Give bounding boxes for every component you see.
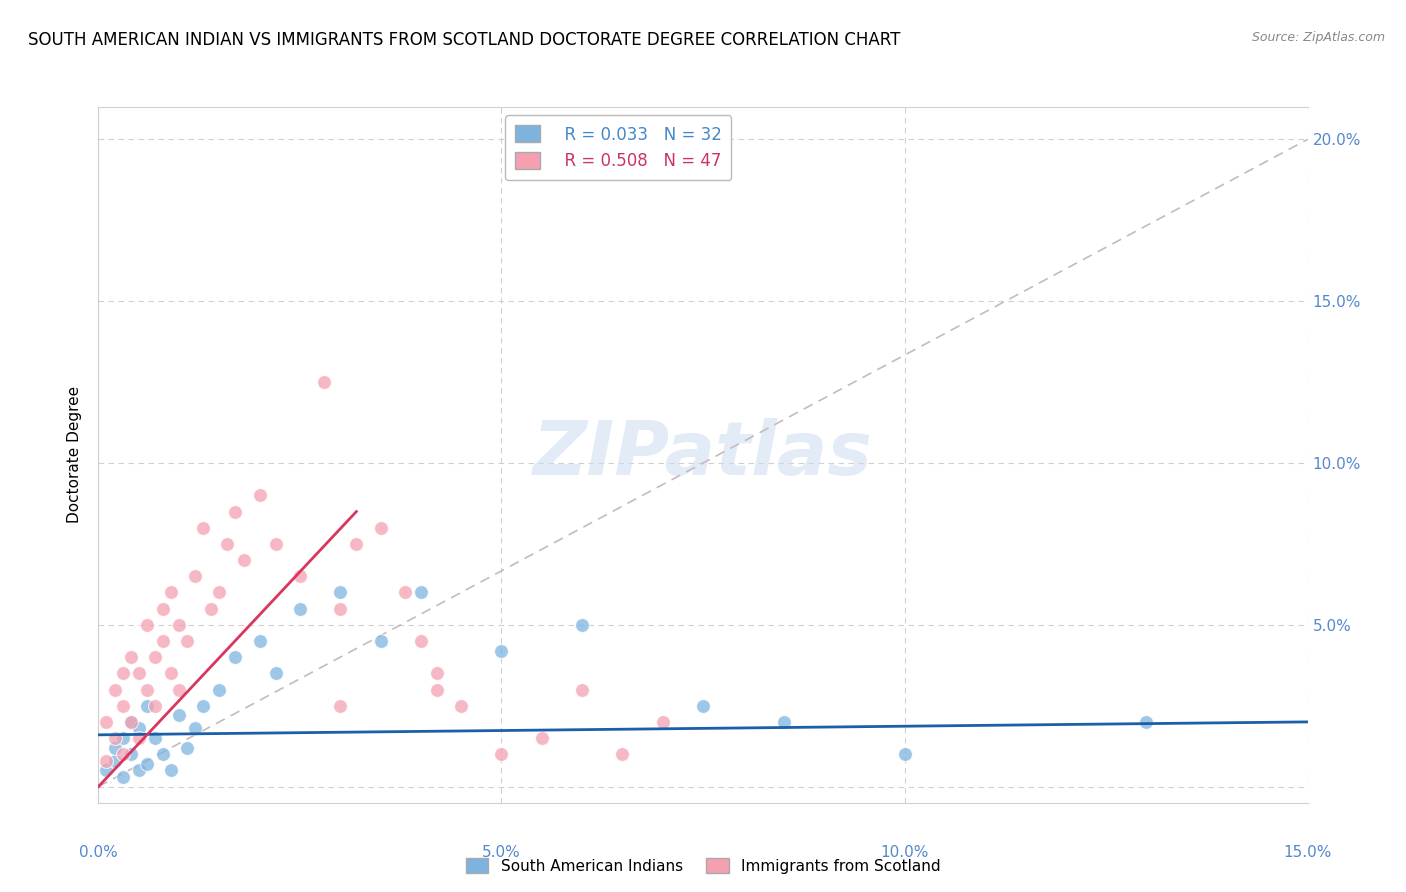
Point (135, 617, 157, 632)
Text: 0.0%: 0.0% (79, 845, 118, 860)
Text: ZIPatlas: ZIPatlas (533, 418, 873, 491)
Point (314, 375, 336, 389)
Point (176, 740, 198, 755)
Point (167, 682, 190, 697)
Point (128, 666, 150, 681)
Point (184, 569, 207, 583)
Point (426, 682, 449, 697)
Point (96, 714, 118, 729)
Point (329, 601, 352, 615)
Point (426, 666, 449, 681)
Point (692, 698, 714, 713)
Point (200, 601, 222, 615)
Point (651, 714, 673, 729)
Point (160, 666, 183, 681)
Point (184, 722, 207, 736)
Point (152, 747, 174, 762)
Point (224, 504, 246, 518)
Point (96, 764, 118, 778)
Point (491, 643, 513, 657)
Point (208, 585, 231, 599)
Point (530, 731, 553, 745)
Point (160, 585, 183, 599)
Point (450, 698, 472, 713)
Point (612, 747, 634, 762)
Point (193, 521, 215, 535)
Point (103, 731, 125, 745)
Text: SOUTH AMERICAN INDIAN VS IMMIGRANTS FROM SCOTLAND DOCTORATE DEGREE CORRELATION C: SOUTH AMERICAN INDIAN VS IMMIGRANTS FROM… (28, 31, 900, 49)
Point (329, 698, 352, 713)
Point (249, 634, 271, 648)
Point (111, 731, 134, 745)
Text: 5.0%: 5.0% (482, 845, 520, 860)
Point (288, 569, 311, 583)
Legend:   R = 0.033   N = 32,   R = 0.508   N = 47: R = 0.033 N = 32, R = 0.508 N = 47 (505, 115, 731, 180)
Point (103, 754, 125, 768)
Y-axis label: Doctorate Degree: Doctorate Degree (67, 386, 83, 524)
Point (571, 682, 593, 697)
Point (370, 634, 392, 648)
Point (128, 731, 150, 745)
Point (893, 747, 915, 762)
Point (167, 708, 190, 723)
Point (120, 747, 142, 762)
Point (120, 714, 142, 729)
Legend: South American Indians, Immigrants from Scotland: South American Indians, Immigrants from … (460, 852, 946, 880)
Point (135, 698, 157, 713)
Point (217, 537, 239, 551)
Point (96, 754, 118, 768)
Point (344, 537, 367, 551)
Point (288, 601, 311, 615)
Point (111, 698, 134, 713)
Point (264, 537, 287, 551)
Point (409, 585, 432, 599)
Point (143, 650, 166, 665)
Point (264, 666, 287, 681)
Point (772, 714, 794, 729)
Point (249, 488, 271, 502)
Point (135, 682, 157, 697)
Point (160, 764, 183, 778)
Point (111, 747, 134, 762)
Point (394, 585, 416, 599)
Text: 10.0%: 10.0% (880, 845, 929, 860)
Point (135, 756, 157, 771)
Point (152, 601, 174, 615)
Point (120, 650, 142, 665)
Point (208, 682, 231, 697)
Point (111, 770, 134, 784)
Point (370, 521, 392, 535)
Point (571, 617, 593, 632)
Point (232, 553, 254, 567)
Point (176, 634, 198, 648)
Point (128, 764, 150, 778)
Text: 15.0%: 15.0% (1284, 845, 1331, 860)
Point (329, 585, 352, 599)
Text: Source: ZipAtlas.com: Source: ZipAtlas.com (1251, 31, 1385, 45)
Point (491, 747, 513, 762)
Point (103, 682, 125, 697)
Point (103, 740, 125, 755)
Point (143, 698, 166, 713)
Point (1135, 714, 1157, 729)
Point (143, 731, 166, 745)
Point (409, 634, 432, 648)
Point (128, 722, 150, 736)
Point (167, 617, 190, 632)
Point (224, 650, 246, 665)
Point (152, 634, 174, 648)
Point (120, 714, 142, 729)
Point (111, 666, 134, 681)
Point (193, 698, 215, 713)
